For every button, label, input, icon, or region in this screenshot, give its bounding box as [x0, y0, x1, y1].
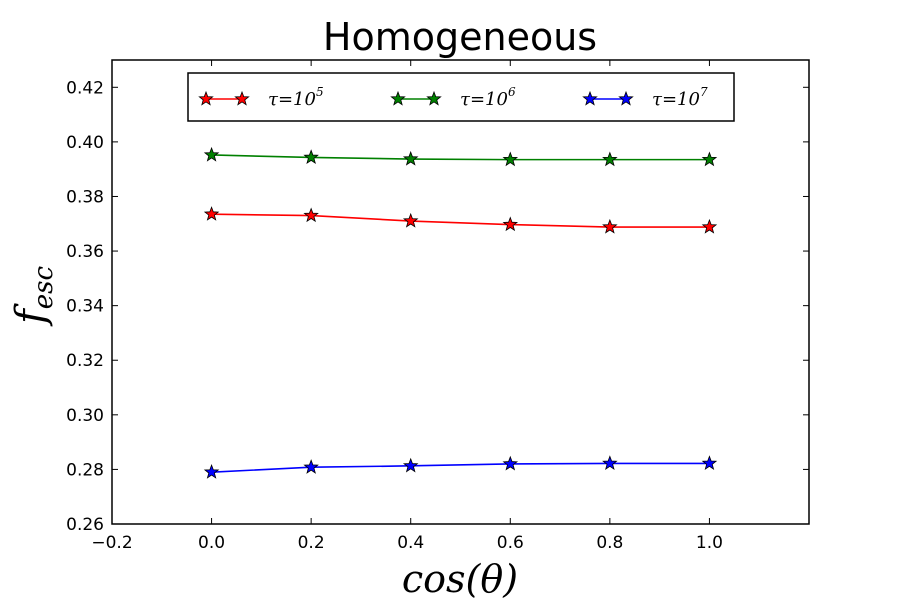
y-axis: 0.26 0.28 0.30 0.32 0.34 0.36 0.38 0.40 0.42: [66, 78, 809, 535]
legend-marker: [618, 90, 634, 106]
legend-entry-2: τ=106: [390, 85, 516, 110]
legend-label: τ=107: [652, 85, 708, 110]
data-point: [602, 455, 618, 470]
data-point: [203, 206, 220, 221]
legend-label: τ=105: [268, 85, 324, 110]
data-point: [303, 207, 319, 223]
data-point: [303, 459, 319, 474]
data-point: [701, 455, 718, 470]
plot-frame: [111, 59, 810, 525]
plot-marks: [203, 146, 718, 479]
y-tick-label: 0.36: [66, 242, 104, 262]
data-point: [303, 149, 319, 165]
y-axis-label: fesc: [8, 266, 59, 328]
legend-entry-1: τ=105: [198, 85, 324, 110]
data-point: [701, 218, 718, 234]
legend-marker: [426, 90, 442, 106]
x-tick-label: 0.6: [497, 533, 524, 553]
legend-marker: [390, 90, 406, 106]
series-line-3: [211, 462, 710, 473]
y-tick-label: 0.38: [66, 187, 104, 207]
legend-marker: [198, 90, 214, 106]
y-tick-label: 0.32: [66, 351, 104, 371]
y-axis-label-text: fesc: [8, 266, 59, 328]
legend-entry-3: τ=107: [582, 85, 708, 110]
x-axis: −0.2 0.0 0.2 0.4 0.6 0.8 1.0: [91, 60, 723, 553]
x-tick-label: 0.0: [198, 533, 225, 553]
legend-marker: [234, 90, 250, 106]
series-line-1: [211, 213, 710, 228]
data-point: [203, 146, 220, 162]
data-point: [602, 218, 618, 234]
y-tick-label: 0.40: [66, 133, 104, 153]
data-point: [402, 150, 419, 166]
data-point: [502, 216, 519, 232]
chart-title: Homogeneous: [323, 15, 597, 59]
legend: τ=105 τ=106 τ=107: [187, 72, 735, 122]
legend-box: [187, 72, 735, 122]
y-tick-label: 0.42: [66, 78, 104, 98]
y-tick-label: 0.30: [66, 406, 104, 426]
x-tick-label: 0.8: [596, 533, 623, 553]
x-axis-label-text: cos(θ): [402, 557, 518, 600]
data-point: [203, 463, 220, 479]
x-tick-label: 0.2: [298, 533, 325, 553]
data-point: [402, 212, 419, 228]
legend-label: τ=106: [460, 85, 516, 110]
data-point: [602, 151, 618, 167]
y-tick-label: 0.34: [66, 297, 104, 317]
data-point: [402, 457, 419, 473]
data-point: [502, 455, 519, 471]
x-tick-label: −0.2: [91, 533, 132, 553]
x-tick-label: 1.0: [696, 533, 723, 553]
series-line-2: [211, 154, 710, 161]
legend-marker: [582, 90, 598, 106]
x-axis-label: cos(θ): [402, 557, 518, 600]
y-tick-label: 0.28: [66, 460, 104, 480]
x-tick-label: 0.4: [397, 533, 424, 553]
data-point: [701, 151, 718, 167]
y-tick-label: 0.26: [66, 515, 104, 535]
data-point: [502, 151, 519, 167]
